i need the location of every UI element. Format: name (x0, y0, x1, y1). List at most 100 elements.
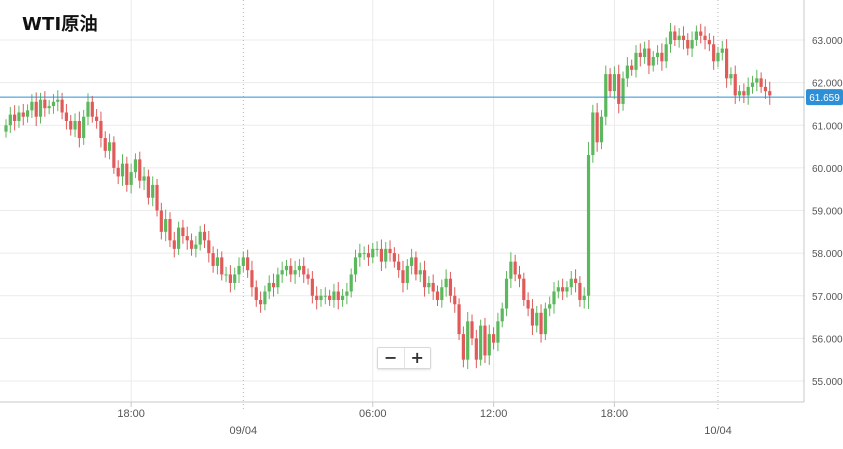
candle-up (755, 78, 759, 83)
candle-up (729, 74, 733, 79)
candle-up (73, 120, 77, 130)
candle-down (271, 282, 276, 288)
candle-down (703, 35, 707, 40)
candle-down (707, 40, 711, 45)
candle-up (466, 321, 470, 360)
candle-up (340, 295, 345, 301)
candle-down (211, 253, 215, 266)
candle-up (129, 172, 133, 185)
candle-down (310, 278, 314, 296)
candle-up (509, 261, 513, 279)
candle-up (625, 65, 629, 79)
candle-down (414, 257, 418, 275)
candle-down (302, 265, 306, 275)
candle-up (643, 48, 647, 58)
candle-down (435, 291, 440, 301)
candle-down (185, 236, 189, 241)
candle-up (634, 52, 638, 70)
candle-down (517, 274, 522, 279)
candle-up (194, 244, 198, 249)
candle-down (608, 74, 612, 92)
zoom-control: − + (377, 347, 431, 369)
candle-down (617, 74, 621, 104)
candle-down (513, 261, 517, 275)
candle-up (358, 253, 362, 258)
candle-up (418, 270, 422, 275)
candle-up (263, 291, 267, 305)
candle-up (746, 86, 750, 96)
candle-up (496, 321, 500, 343)
candle-up (548, 304, 552, 309)
candle-up (47, 106, 51, 109)
candle-down (397, 261, 401, 271)
candle-down (595, 112, 599, 143)
candle-down (448, 278, 453, 296)
candle-up (276, 274, 280, 288)
candle-up (323, 295, 327, 297)
candle-down (461, 334, 465, 360)
candle-up (164, 219, 168, 232)
candle-down (742, 91, 746, 96)
zoom-out-button[interactable]: − (384, 348, 398, 367)
y-tick-label: 60.000 (812, 164, 843, 175)
candle-up (621, 78, 625, 104)
candle-down (578, 282, 582, 301)
candle-down (759, 78, 763, 87)
candle-down (112, 142, 116, 168)
candle-up (51, 101, 56, 107)
candle-up (267, 282, 271, 292)
x-tick-label: 18:00 (601, 408, 629, 420)
candle-down (388, 248, 392, 254)
candle-down (60, 99, 64, 113)
candle-down (561, 287, 565, 292)
candle-down (43, 99, 47, 109)
candle-down (328, 295, 332, 301)
candle-up (237, 265, 241, 275)
y-tick-label: 58.000 (812, 249, 843, 260)
candle-down (526, 300, 530, 309)
candle-down (630, 65, 634, 70)
candle-up (293, 270, 297, 275)
candle-up (38, 99, 43, 117)
candle-up (737, 91, 742, 96)
candle-down (768, 91, 772, 96)
axes: 55.000 56.000 57.000 58.000 59.000 60.000 61.0… (0, 0, 843, 437)
candle-down (228, 274, 232, 283)
candle-down (246, 257, 250, 271)
y-tick-label: 63.000 (812, 36, 843, 47)
candle-down (638, 52, 642, 58)
candle-up (4, 125, 8, 132)
candle-down (77, 120, 81, 139)
candle-down (202, 231, 207, 241)
candle-up (612, 74, 617, 92)
candle-down (21, 112, 25, 117)
candle-down (34, 101, 38, 117)
candle-down (401, 270, 405, 283)
price-line-layer: 61.659 (0, 89, 843, 106)
candle-down (146, 176, 150, 198)
candle-up (297, 265, 302, 271)
candle-up (535, 312, 539, 326)
candle-down (306, 274, 310, 279)
candle-down (99, 120, 103, 139)
candle-up (552, 291, 556, 305)
candle-down (733, 74, 737, 96)
candle-up (353, 257, 358, 275)
y-tick-label: 59.000 (812, 207, 843, 218)
candle-up (233, 274, 237, 283)
candle-down (95, 116, 99, 121)
candle-up (362, 253, 366, 255)
candle-up (198, 231, 202, 245)
candle-up (345, 291, 349, 296)
candle-up (30, 101, 34, 111)
candle-down (366, 253, 371, 258)
zoom-in-button[interactable]: + (403, 348, 431, 368)
candle-down (470, 321, 474, 339)
candle-up (440, 287, 444, 301)
candle-up (720, 48, 724, 53)
candle-down (90, 101, 94, 117)
candle-up (655, 52, 660, 58)
candle-down (483, 325, 487, 356)
